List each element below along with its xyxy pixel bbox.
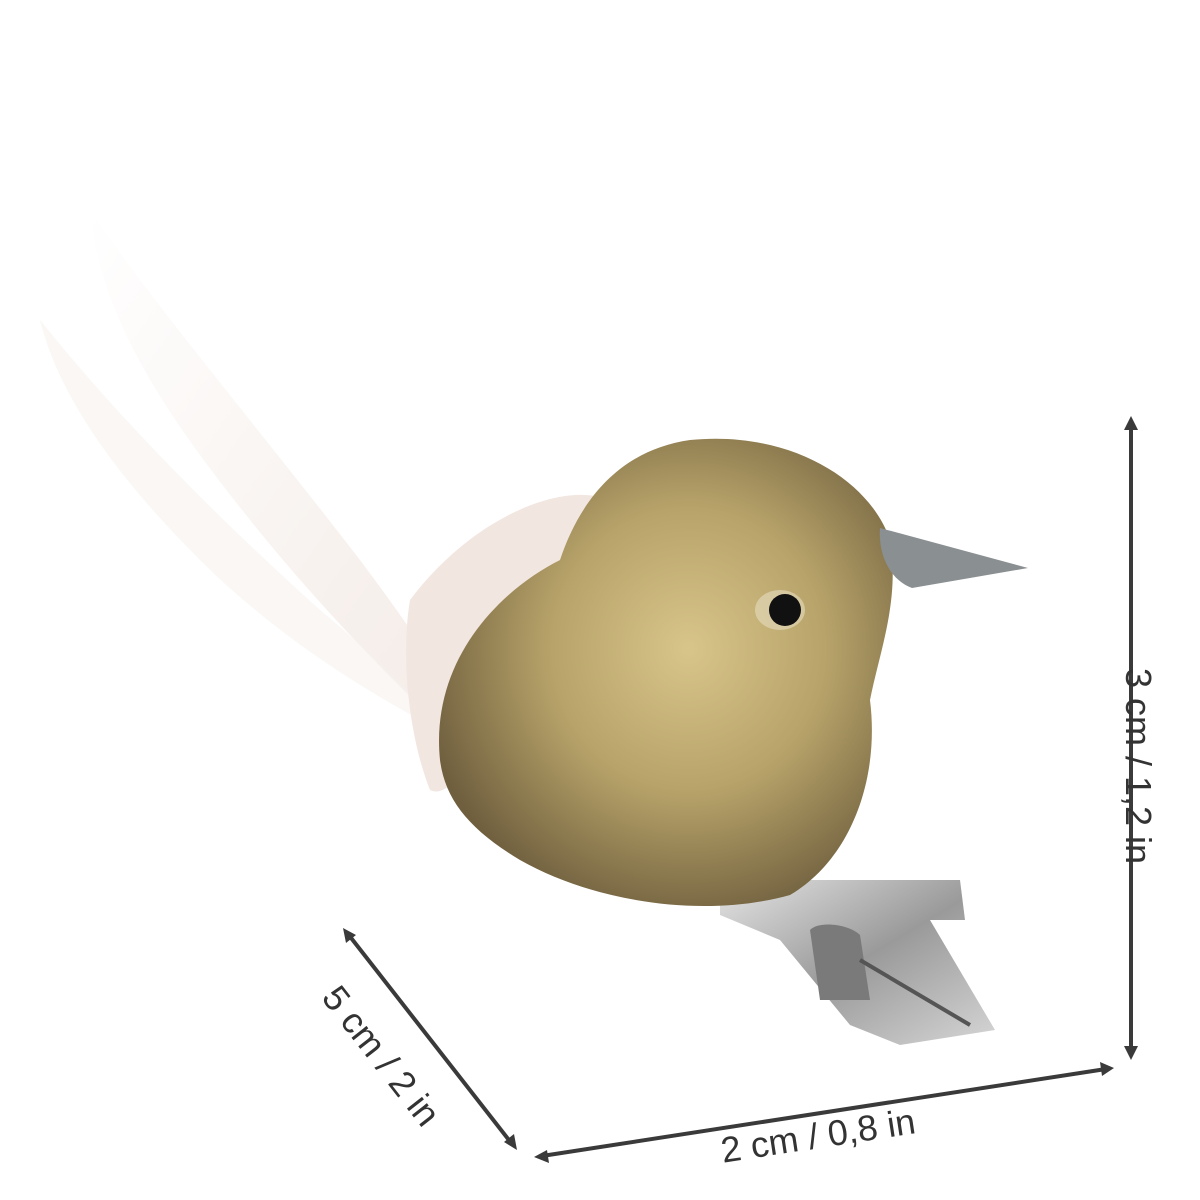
dimension-arrows	[343, 416, 1138, 1163]
clip	[720, 880, 995, 1045]
height-dimension-label: 3 cm / 1,2 in	[1118, 667, 1160, 865]
bird-body	[439, 438, 1028, 907]
beak	[879, 528, 1028, 588]
eye	[769, 594, 801, 626]
